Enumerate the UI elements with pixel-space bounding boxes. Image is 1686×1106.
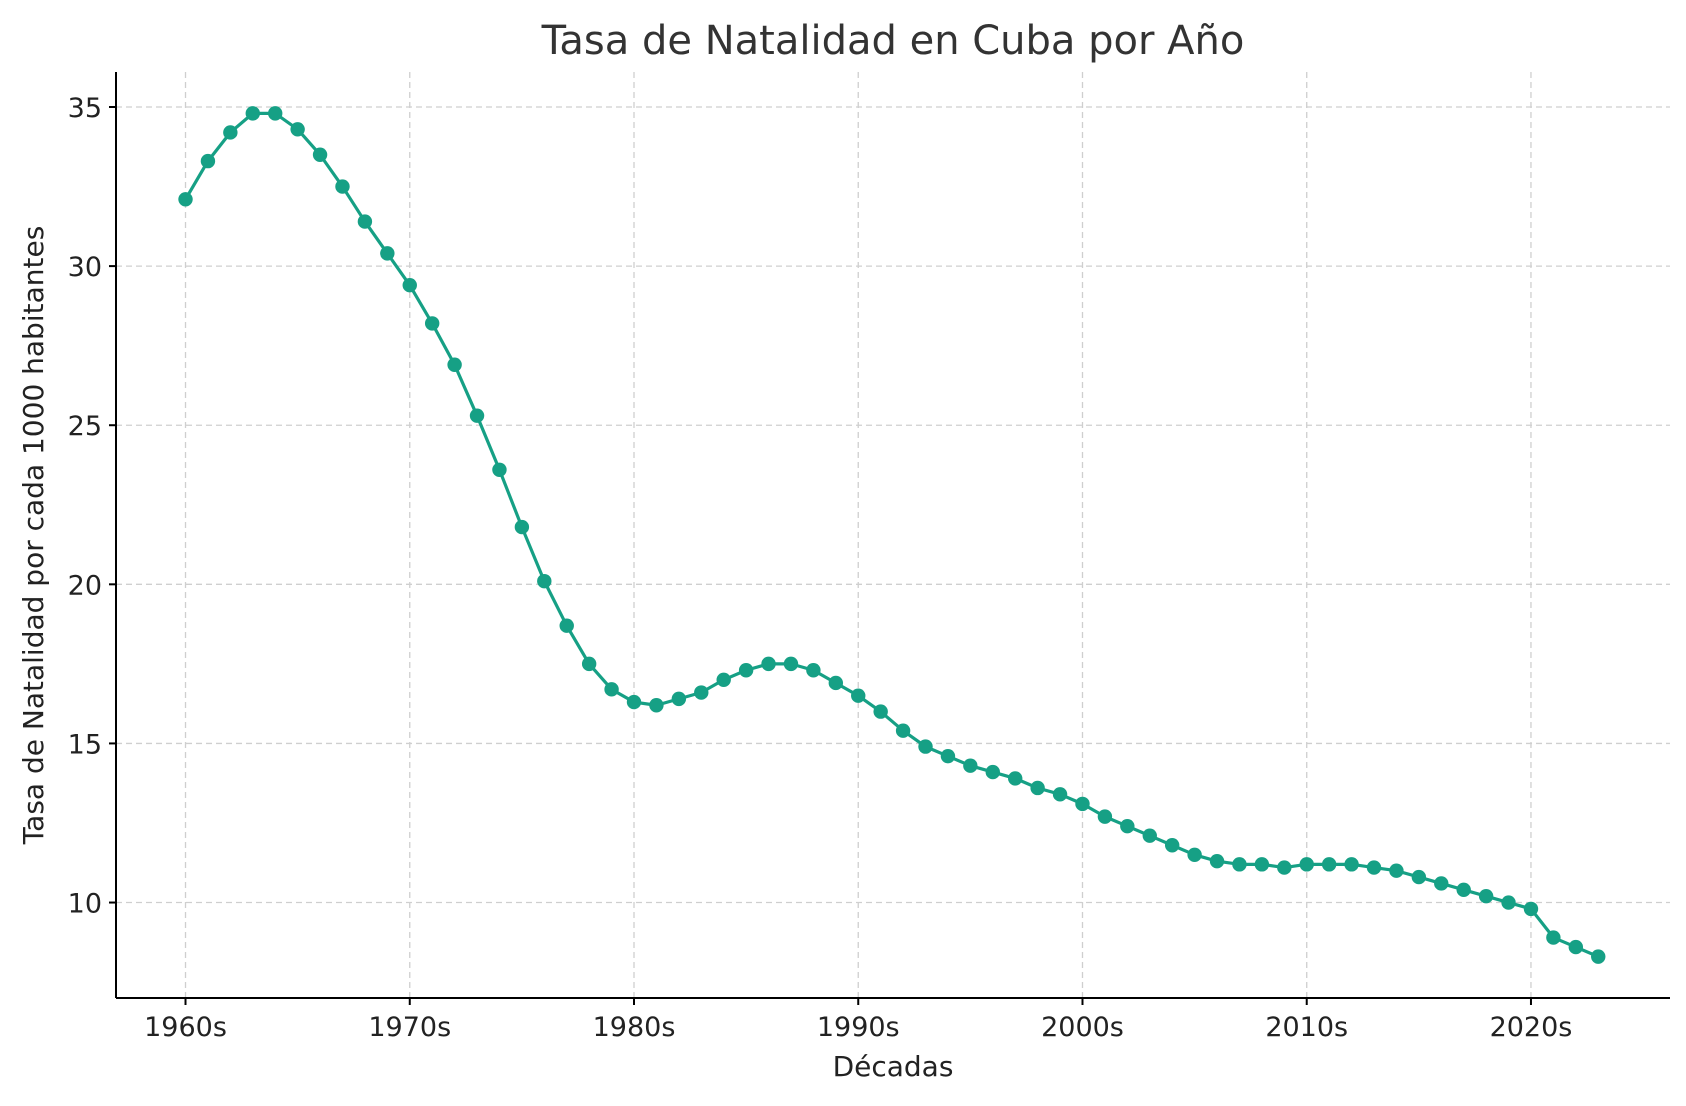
series-line — [183, 111, 1600, 959]
data-point — [1478, 888, 1494, 904]
data-point — [873, 704, 888, 719]
data-point — [1008, 771, 1023, 786]
data-point — [1277, 860, 1292, 875]
data-point — [1030, 780, 1045, 796]
data-point — [1389, 863, 1404, 878]
y-tick-label: 20 — [68, 570, 102, 601]
y-tick-label: 25 — [68, 411, 102, 442]
data-point — [424, 316, 440, 331]
data-point — [559, 618, 574, 633]
data-point — [963, 758, 978, 773]
data-point — [514, 519, 530, 535]
data-point — [1052, 787, 1068, 802]
data-point — [380, 246, 395, 261]
data-point — [178, 192, 193, 207]
x-tick-label: 2000s — [1041, 1012, 1124, 1043]
data-point — [761, 656, 776, 672]
data-point — [783, 656, 799, 672]
data-point — [245, 106, 260, 121]
x-tick-label: 1980s — [593, 1012, 676, 1043]
x-tick-label: 1960s — [144, 1012, 227, 1043]
data-point — [716, 672, 731, 687]
data-point — [1164, 838, 1180, 853]
data-point — [918, 739, 933, 754]
data-point — [200, 153, 216, 169]
data-point — [1075, 796, 1090, 812]
y-tick-label: 35 — [68, 93, 102, 124]
y-tick-label: 30 — [68, 252, 102, 283]
data-point — [223, 125, 238, 140]
data-point — [1254, 857, 1270, 872]
data-point — [1411, 869, 1427, 885]
data-point — [1546, 930, 1561, 945]
x-axis-ticks: 1960s 1970s 1980s 1990s 2000s 2010s 2020s — [144, 998, 1572, 1043]
data-point — [738, 663, 754, 678]
data-point — [537, 573, 552, 589]
data-point — [1209, 853, 1225, 869]
data-point — [985, 764, 1000, 780]
x-tick-label: 2010s — [1265, 1012, 1348, 1043]
data-point — [268, 106, 283, 121]
data-point — [290, 122, 305, 137]
data-point — [626, 694, 642, 710]
data-point — [1456, 882, 1471, 898]
data-point — [1187, 847, 1202, 862]
y-tick-label: 10 — [68, 889, 102, 920]
data-point — [1523, 901, 1539, 917]
y-axis-label: Tasa de Natalidad por cada 1000 habitant… — [17, 226, 50, 846]
data-point — [1501, 895, 1516, 910]
data-point — [649, 698, 664, 713]
data-point — [671, 691, 687, 707]
series-points — [178, 106, 1606, 964]
axes-spines — [115, 72, 1670, 999]
data-point — [1120, 818, 1135, 834]
series-lines — [183, 111, 1600, 959]
data-point — [402, 278, 417, 293]
data-point — [1142, 828, 1157, 843]
data-point — [1232, 857, 1247, 872]
data-point — [492, 462, 507, 477]
x-axis-label: Décadas — [833, 1050, 954, 1083]
data-point — [1097, 809, 1113, 824]
data-point — [447, 357, 462, 372]
chart-title: Tasa de Natalidad en Cuba por Año — [541, 18, 1245, 64]
data-point — [1321, 857, 1337, 872]
data-point — [895, 723, 911, 738]
data-point — [1568, 939, 1584, 955]
data-point — [469, 408, 485, 423]
data-point — [1299, 857, 1314, 872]
data-point — [1591, 949, 1606, 964]
data-point — [581, 656, 597, 672]
x-tick-label: 1970s — [368, 1012, 451, 1043]
data-point — [1344, 857, 1359, 872]
data-point — [806, 663, 821, 678]
y-tick-label: 15 — [68, 729, 102, 760]
grid — [116, 72, 1670, 998]
data-point — [1366, 860, 1382, 875]
data-point — [940, 748, 956, 764]
data-point — [828, 675, 844, 691]
x-tick-label: 1990s — [817, 1012, 900, 1043]
data-point — [312, 147, 328, 162]
data-point — [1434, 876, 1449, 891]
data-point — [851, 688, 866, 703]
y-axis-ticks: 10 15 20 25 30 35 — [68, 93, 116, 920]
data-point — [604, 682, 619, 697]
data-point — [694, 685, 709, 700]
x-tick-label: 2020s — [1490, 1012, 1573, 1043]
data-point — [357, 214, 373, 229]
data-point — [335, 179, 350, 194]
